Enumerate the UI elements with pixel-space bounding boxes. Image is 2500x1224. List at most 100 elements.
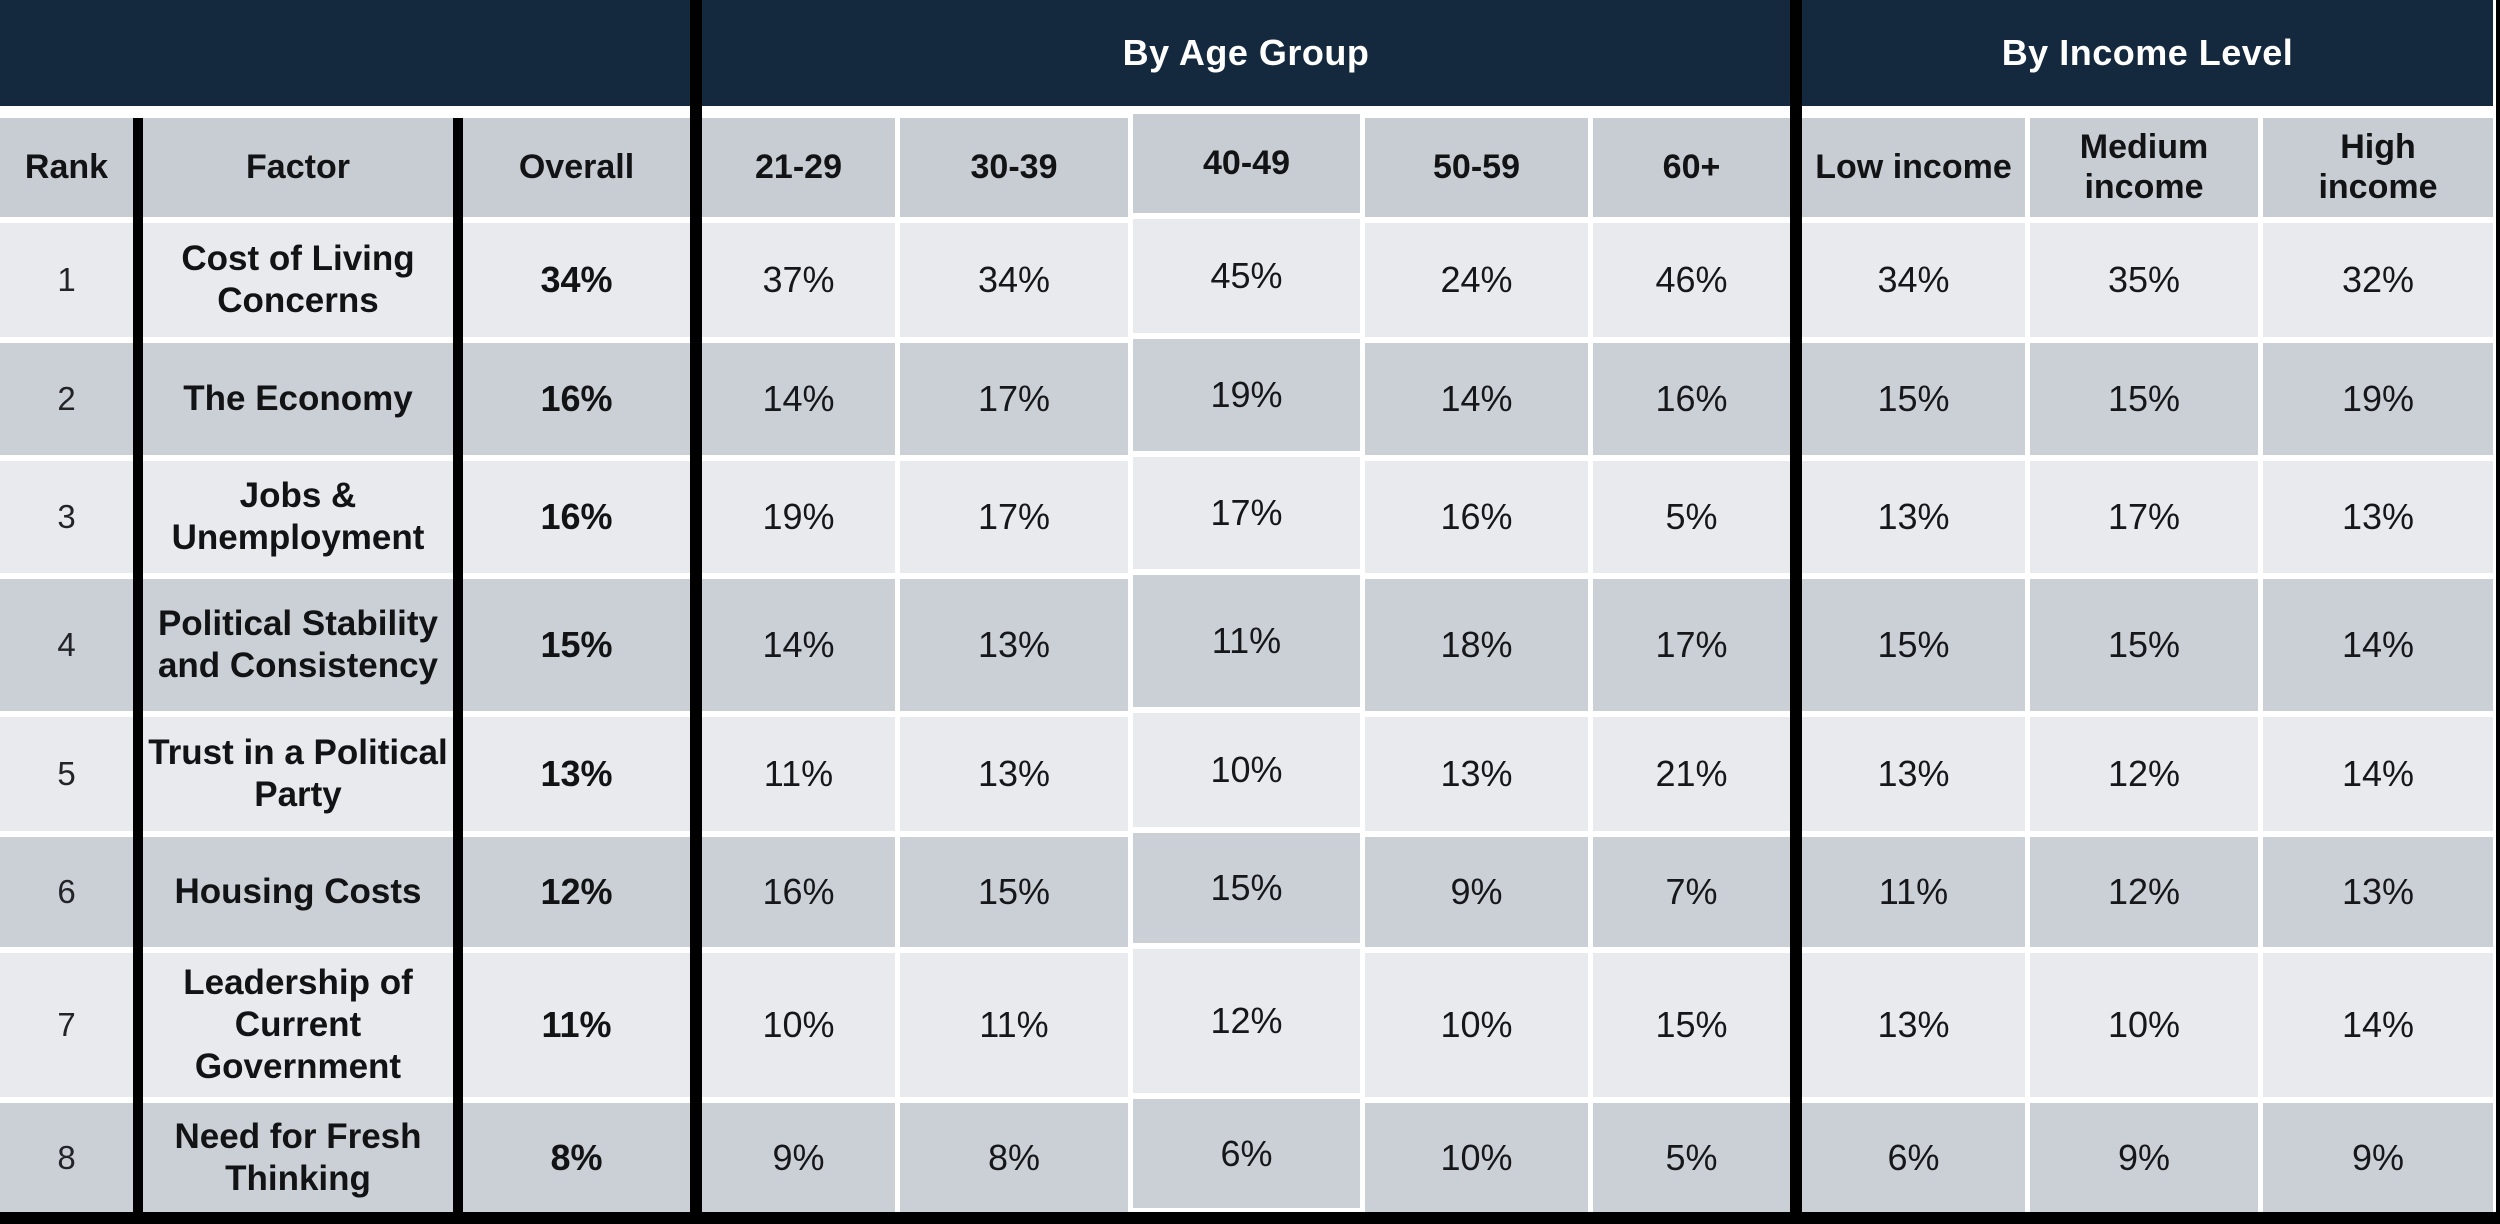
age-value-cell: 16%: [1593, 343, 1790, 455]
income-value-cell: 15%: [1802, 579, 2025, 711]
income-value-cell: 13%: [2263, 461, 2493, 573]
age-column-header-30-39: 30-39: [900, 118, 1128, 217]
income-value-cell: 11%: [1802, 837, 2025, 947]
overall-cell: 12%: [463, 837, 690, 947]
income-value-cell: 14%: [2263, 717, 2493, 831]
income-value-cell: 15%: [2030, 343, 2258, 455]
rank-cell: 1: [0, 223, 133, 337]
age-value-cell: 10%: [1133, 713, 1360, 827]
table-grid: Rank Factor Overall 21-29 30-39 40-49 50…: [0, 114, 2493, 1212]
table-right-border: [2496, 0, 2500, 1224]
rank-cell: 7: [0, 953, 133, 1097]
income-value-cell: 34%: [1802, 223, 2025, 337]
rank-cell: 8: [0, 1103, 133, 1212]
income-value-cell: 13%: [1802, 717, 2025, 831]
rank-cell: 6: [0, 837, 133, 947]
factor-cell: Need for Fresh Thinking: [143, 1103, 453, 1212]
factor-cell: Housing Costs: [143, 837, 453, 947]
age-group-section-label: By Age Group: [1122, 32, 1370, 73]
overall-cell: 16%: [463, 461, 690, 573]
income-value-cell: 19%: [2263, 343, 2493, 455]
age-value-cell: 7%: [1593, 837, 1790, 947]
overall-cell: 34%: [463, 223, 690, 337]
overall-cell: 16%: [463, 343, 690, 455]
age-value-cell: 11%: [900, 953, 1128, 1097]
rank-cell: 3: [0, 461, 133, 573]
income-value-cell: 17%: [2030, 461, 2258, 573]
age-value-cell: 17%: [1593, 579, 1790, 711]
table-header-band: By Age Group By Income Level: [0, 0, 2493, 106]
age-value-cell: 9%: [702, 1103, 895, 1212]
rank-factor-divider: [133, 118, 143, 1224]
age-value-cell: 13%: [1365, 717, 1588, 831]
age-value-cell: 12%: [1133, 949, 1360, 1093]
age-column-header-40-49: 40-49: [1133, 114, 1360, 213]
age-value-cell: 8%: [900, 1103, 1128, 1212]
income-value-cell: 9%: [2263, 1103, 2493, 1212]
factor-cell: Leadership of Current Government: [143, 953, 453, 1097]
income-value-cell: 6%: [1802, 1103, 2025, 1212]
factor-cell: Political Stability and Consistency: [143, 579, 453, 711]
overall-column-header: Overall: [463, 118, 690, 217]
income-column-header-medium: Medium income: [2030, 118, 2258, 217]
income-column-header-low: Low income: [1802, 118, 2025, 217]
income-value-cell: 15%: [2030, 579, 2258, 711]
age-value-cell: 6%: [1133, 1099, 1360, 1208]
rank-column-header: Rank: [0, 118, 133, 217]
age-value-cell: 11%: [702, 717, 895, 831]
rank-cell: 2: [0, 343, 133, 455]
income-value-cell: 15%: [1802, 343, 2025, 455]
overall-cell: 15%: [463, 579, 690, 711]
factor-overall-divider: [453, 118, 463, 1224]
age-value-cell: 16%: [1365, 461, 1588, 573]
age-value-cell: 14%: [1365, 343, 1588, 455]
rank-cell: 5: [0, 717, 133, 831]
rank-cell: 4: [0, 579, 133, 711]
age-value-cell: 10%: [1365, 953, 1588, 1097]
overall-cell: 11%: [463, 953, 690, 1097]
age-column-header-50-59: 50-59: [1365, 118, 1588, 217]
age-value-cell: 17%: [900, 343, 1128, 455]
factor-column-header: Factor: [143, 118, 453, 217]
age-value-cell: 45%: [1133, 219, 1360, 333]
income-value-cell: 9%: [2030, 1103, 2258, 1212]
age-value-cell: 9%: [1365, 837, 1588, 947]
income-value-cell: 10%: [2030, 953, 2258, 1097]
factor-cell: Cost of Living Concerns: [143, 223, 453, 337]
age-value-cell: 15%: [1593, 953, 1790, 1097]
age-value-cell: 16%: [702, 837, 895, 947]
age-value-cell: 5%: [1593, 461, 1790, 573]
age-value-cell: 15%: [1133, 833, 1360, 943]
factor-cell: The Economy: [143, 343, 453, 455]
age-value-cell: 17%: [900, 461, 1128, 573]
factor-cell: Jobs & Unemployment: [143, 461, 453, 573]
age-value-cell: 37%: [702, 223, 895, 337]
age-value-cell: 14%: [702, 343, 895, 455]
age-value-cell: 24%: [1365, 223, 1588, 337]
factor-cell: Trust in a Political Party: [143, 717, 453, 831]
age-value-cell: 46%: [1593, 223, 1790, 337]
income-value-cell: 35%: [2030, 223, 2258, 337]
income-value-cell: 13%: [1802, 461, 2025, 573]
age-value-cell: 34%: [900, 223, 1128, 337]
income-value-cell: 32%: [2263, 223, 2493, 337]
table-bottom-border: [0, 1212, 2500, 1224]
income-value-cell: 14%: [2263, 953, 2493, 1097]
age-value-cell: 11%: [1133, 575, 1360, 707]
age-column-header-21-29: 21-29: [702, 118, 895, 217]
income-level-section-label: By Income Level: [2001, 32, 2294, 73]
income-column-header-high: High income: [2263, 118, 2493, 217]
overall-cell: 8%: [463, 1103, 690, 1212]
income-value-cell: 13%: [1802, 953, 2025, 1097]
age-value-cell: 13%: [900, 717, 1128, 831]
age-value-cell: 17%: [1133, 457, 1360, 569]
age-value-cell: 19%: [1133, 339, 1360, 451]
age-value-cell: 18%: [1365, 579, 1588, 711]
age-value-cell: 10%: [1365, 1103, 1588, 1212]
income-value-cell: 12%: [2030, 837, 2258, 947]
age-value-cell: 10%: [702, 953, 895, 1097]
age-value-cell: 19%: [702, 461, 895, 573]
age-column-header-60plus: 60+: [1593, 118, 1790, 217]
age-value-cell: 13%: [900, 579, 1128, 711]
